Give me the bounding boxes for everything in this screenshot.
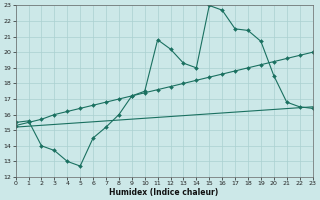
X-axis label: Humidex (Indice chaleur): Humidex (Indice chaleur) — [109, 188, 219, 197]
